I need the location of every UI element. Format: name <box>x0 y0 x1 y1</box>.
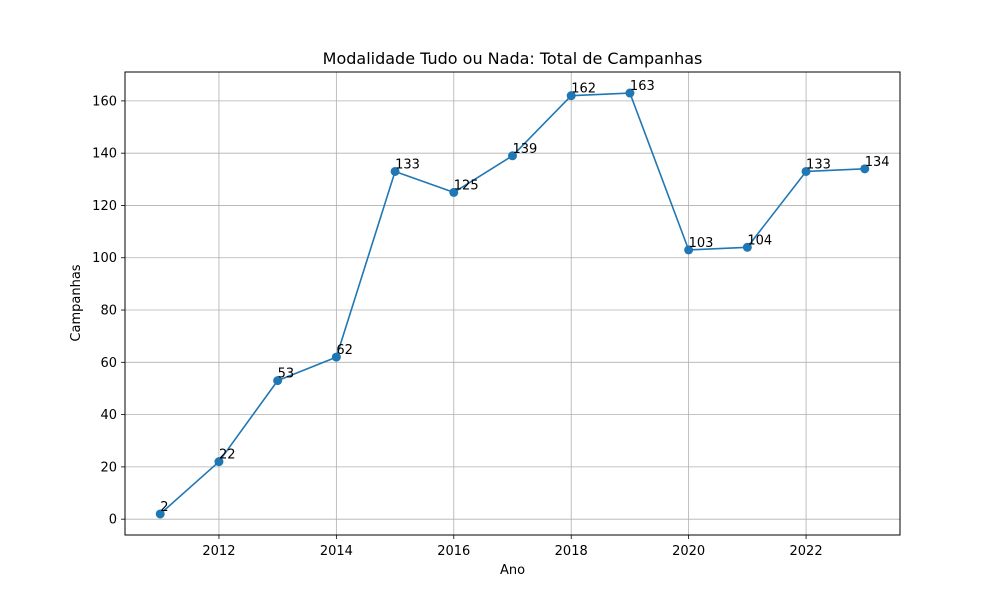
data-label: 104 <box>747 233 772 248</box>
data-point <box>331 352 341 362</box>
x-tick-label: 2020 <box>672 544 705 559</box>
series <box>155 88 870 519</box>
data-point <box>214 457 224 467</box>
data-label: 22 <box>219 448 236 463</box>
data-point <box>625 88 635 98</box>
plot-frame <box>124 71 901 536</box>
y-tick-label: 100 <box>92 251 117 266</box>
data-label: 134 <box>865 155 890 170</box>
data-label: 62 <box>336 343 353 358</box>
data-point <box>801 166 811 176</box>
y-tick-label: 120 <box>92 199 117 214</box>
data-label: 133 <box>395 157 420 172</box>
y-tick-label: 140 <box>92 147 117 162</box>
x-tick-label: 2018 <box>555 544 588 559</box>
data-point <box>390 166 400 176</box>
y-tick-label: 60 <box>100 356 117 371</box>
data-point <box>860 164 870 174</box>
data-label: 162 <box>571 82 596 97</box>
y-axis-label: Campanhas <box>69 264 84 341</box>
axis-ticks: 2012 2014 2016 2018 2020 2022 0 20 40 60 80 100 120 1… <box>92 94 822 559</box>
x-tick-label: 2016 <box>437 544 470 559</box>
y-tick-label: 160 <box>92 94 117 109</box>
data-point <box>508 151 517 161</box>
x-axis-label: Ano <box>500 563 525 578</box>
x-tick-label: 2014 <box>320 544 353 559</box>
data-label: 163 <box>630 79 655 94</box>
data-label: 133 <box>806 157 831 172</box>
data-label: 139 <box>513 142 538 157</box>
y-tick-label: 40 <box>100 408 117 423</box>
data-label: 53 <box>278 367 295 382</box>
x-tick-label: 2022 <box>790 544 823 559</box>
data-point <box>449 187 459 197</box>
data-point <box>273 376 283 386</box>
data-point <box>742 242 752 252</box>
data-point <box>684 245 694 255</box>
x-tick-label: 2012 <box>202 544 235 559</box>
y-tick-label: 80 <box>100 304 117 319</box>
data-point <box>155 509 165 519</box>
y-tick-label: 20 <box>100 460 117 475</box>
data-label: 125 <box>454 178 479 193</box>
data-point <box>566 91 576 101</box>
data-label: 103 <box>689 236 714 251</box>
data-label: 2 <box>160 500 168 515</box>
chart-title: Modalidade Tudo ou Nada: Total de Campan… <box>323 49 703 68</box>
y-tick-label: 0 <box>109 513 117 528</box>
